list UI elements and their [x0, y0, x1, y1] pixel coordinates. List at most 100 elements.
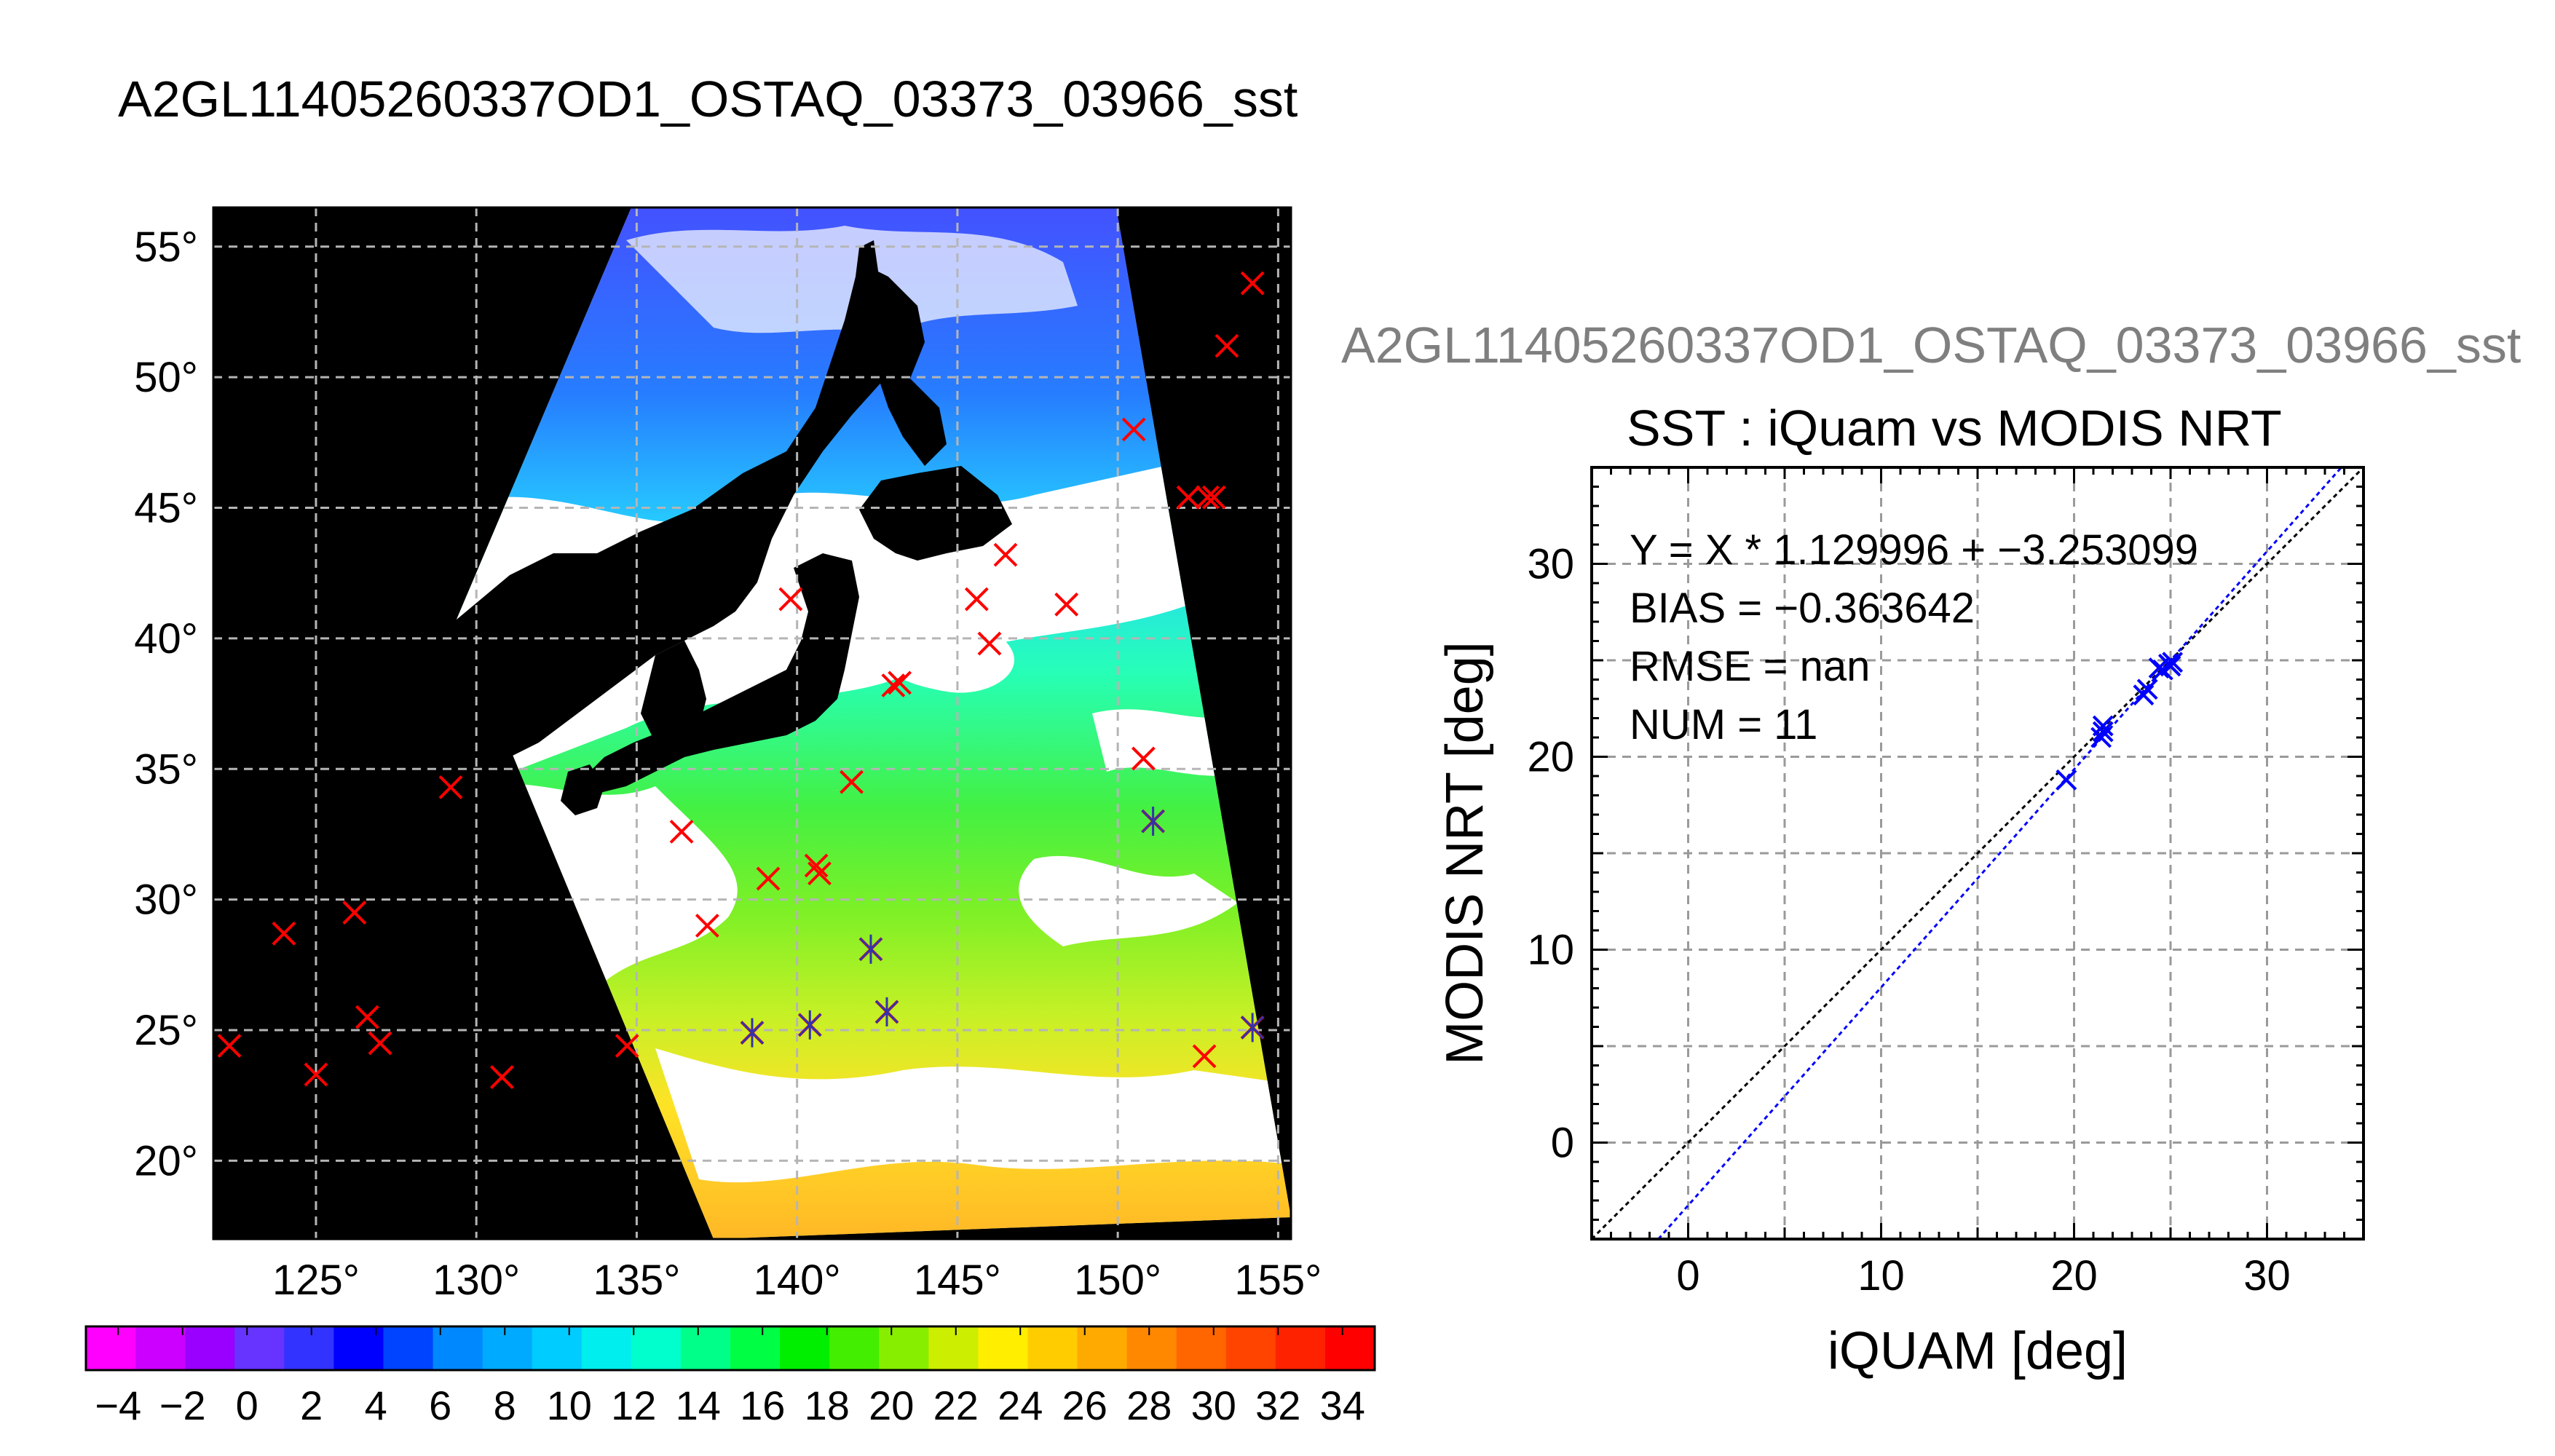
buoy-marker — [438, 775, 463, 799]
map-frame — [212, 206, 1292, 1241]
colorbar-frame — [84, 1325, 1376, 1372]
x-tick-label: 30 — [2243, 1252, 2291, 1299]
colorbar-swatch — [1225, 1326, 1276, 1370]
x-tick-label: 20 — [2050, 1252, 2098, 1299]
x-tick-label: 0 — [1676, 1252, 1699, 1299]
scatter-point — [2092, 715, 2114, 737]
buoy-marker — [304, 1062, 328, 1087]
colorbar-swatch — [1324, 1326, 1375, 1370]
matchup-marker — [874, 997, 899, 1026]
latitude-tick-label: 20° — [134, 1137, 198, 1184]
buoy-marker — [888, 670, 912, 695]
colorbar-label: 12 — [611, 1382, 656, 1428]
colorbar-label: 22 — [933, 1382, 979, 1428]
scatter-title: SST : iQuam vs MODIS NRT — [1627, 400, 2282, 456]
buoy-marker — [272, 921, 296, 946]
matchup-marker — [740, 1018, 765, 1048]
colorbar-swatch — [1176, 1326, 1227, 1370]
colorbar-swatches — [86, 1326, 1375, 1370]
latitude-tick-label: 40° — [134, 615, 198, 662]
fit-line — [1657, 467, 2342, 1240]
scatter-points — [2056, 652, 2184, 791]
matchup-marker — [858, 934, 883, 964]
colorbar-label: 10 — [547, 1382, 592, 1428]
buoy-marker — [368, 1031, 392, 1056]
scatter-point — [2136, 678, 2158, 700]
colorbar-label: −2 — [159, 1382, 206, 1428]
latitude-tick-label: 25° — [134, 1007, 198, 1054]
buoy-marker — [1176, 485, 1201, 510]
colorbar-label: 8 — [494, 1382, 516, 1428]
scatter-ticks: 0 10 20 30 0 10 20 30 — [1527, 466, 2365, 1299]
latitude-tick-label: 55° — [134, 223, 198, 271]
colorbar-label: 14 — [676, 1382, 721, 1428]
buoy-markers-blue — [740, 807, 1265, 1048]
colorbar-label: 24 — [998, 1382, 1043, 1428]
buoy-marker — [840, 769, 864, 794]
buoy-marker — [1201, 485, 1226, 510]
buoy-markers-red — [217, 271, 1265, 1089]
colorbar-swatch — [680, 1326, 731, 1370]
buoy-marker — [1054, 592, 1079, 617]
longitude-tick-label: 125° — [272, 1257, 360, 1304]
latitude-tick-label: 50° — [134, 354, 198, 401]
colorbar-swatch — [1275, 1326, 1326, 1370]
colorbar-swatch — [1027, 1326, 1078, 1370]
colorbar-label: 20 — [869, 1382, 914, 1428]
colorbar-swatch — [879, 1326, 930, 1370]
colorbar-swatch — [234, 1326, 285, 1370]
buoy-marker — [355, 1005, 379, 1029]
colorbar-swatch — [780, 1326, 831, 1370]
scatter-annotation: Y = X * 1.129996 + −3.253099 — [1630, 526, 2198, 574]
latitude-labels: 55° 50° 45° 40° 35° 30° 25° 20° — [134, 223, 198, 1185]
colorbar-swatch — [1126, 1326, 1177, 1370]
main-title: A2GL11405260337OD1_OSTAQ_03373_03966_sst — [118, 71, 1298, 127]
colorbar-label: 2 — [300, 1382, 323, 1428]
buoy-marker — [993, 542, 1018, 567]
colorbar-swatch — [631, 1326, 682, 1370]
scatter-point — [2162, 652, 2184, 673]
buoy-marker — [1131, 746, 1156, 771]
identity-line — [1590, 466, 2365, 1241]
buoy-marker — [217, 1034, 242, 1058]
longitude-tick-label: 135° — [593, 1257, 680, 1304]
colorbar-label: −4 — [95, 1382, 141, 1428]
colorbar-swatch — [383, 1326, 434, 1370]
buoy-marker — [881, 673, 906, 697]
longitude-tick-label: 155° — [1234, 1257, 1322, 1304]
longitude-tick-label: 145° — [914, 1257, 1001, 1304]
colorbar-label: 32 — [1255, 1382, 1300, 1428]
longitude-tick-label: 150° — [1074, 1257, 1161, 1304]
x-axis-label: iQUAM [deg] — [1828, 1322, 2128, 1380]
colorbar-swatch — [433, 1326, 483, 1370]
scatter-point — [2056, 769, 2077, 791]
colorbar-label: 28 — [1126, 1382, 1172, 1428]
y-tick-label: 10 — [1527, 927, 1574, 974]
longitude-tick-label: 130° — [433, 1257, 520, 1304]
scatter-plot: 0 10 20 30 0 10 20 30 Y = X * 1.129996 + −3.253… — [1436, 466, 2365, 1380]
colorbar-swatch — [829, 1326, 880, 1370]
latitude-tick-label: 45° — [134, 485, 198, 532]
scatter-subtitle: A2GL11405260337OD1_OSTAQ_03373_03966_sst — [1341, 317, 2522, 373]
x-tick-label: 10 — [1857, 1252, 1905, 1299]
scatter-annotations: Y = X * 1.129996 + −3.253099 BIAS = −0.36… — [1630, 526, 2198, 748]
colorbar-label: 16 — [740, 1382, 785, 1428]
buoy-marker — [1196, 485, 1220, 510]
y-tick-label: 0 — [1551, 1120, 1574, 1167]
colorbar-swatch — [86, 1326, 137, 1370]
colorbar-label: 30 — [1191, 1382, 1236, 1428]
buoy-marker — [615, 1034, 639, 1058]
colorbar-label: 4 — [365, 1382, 387, 1428]
y-axis-label: MODIS NRT [deg] — [1436, 641, 1494, 1065]
longitude-labels: 125° 130° 135° 140° 145° 150° 155° — [272, 1257, 1322, 1304]
colorbar-swatch — [185, 1326, 236, 1370]
scatter-annotation: BIAS = −0.363642 — [1630, 585, 1975, 632]
buoy-marker — [778, 587, 803, 612]
colorbar: −4 −2 0 2 4 6 8 10 12 14 16 18 20 22 24 26 28 30 32 34 — [84, 1325, 1376, 1428]
scatter-point — [2092, 721, 2114, 743]
land — [457, 240, 1012, 815]
scatter-lines — [1590, 466, 2365, 1241]
colorbar-swatch — [581, 1326, 632, 1370]
colorbar-swatch — [1077, 1326, 1128, 1370]
buoy-marker — [342, 901, 367, 925]
